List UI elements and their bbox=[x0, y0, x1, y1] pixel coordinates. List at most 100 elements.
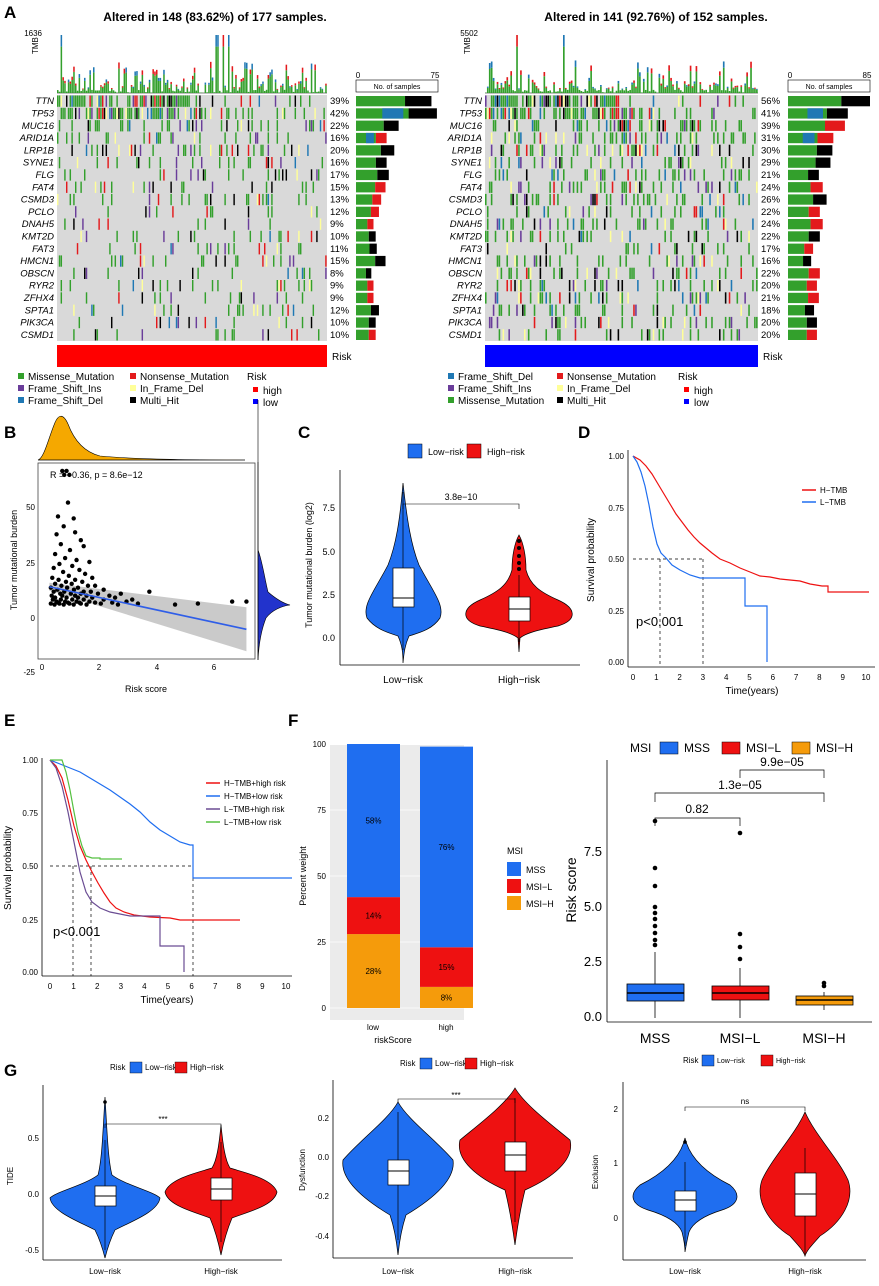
mutation-cell bbox=[518, 144, 520, 156]
mutation-cell bbox=[524, 107, 526, 120]
tmb-bar-segment bbox=[719, 71, 721, 76]
mutation-cell bbox=[648, 107, 651, 120]
gene-percent: 20% bbox=[330, 145, 350, 156]
mutation-cell bbox=[670, 280, 672, 292]
tmb-bar bbox=[641, 92, 643, 93]
mutation-cell bbox=[648, 255, 651, 267]
mutation-cell bbox=[188, 316, 190, 329]
tmb-bar bbox=[175, 86, 178, 93]
mutation-cell bbox=[678, 144, 680, 156]
scatter-point bbox=[64, 468, 69, 474]
mutation-cell bbox=[514, 95, 516, 107]
tmb-bar-segment bbox=[726, 86, 729, 88]
mutation-cell bbox=[73, 218, 75, 230]
mutation-cell bbox=[525, 193, 528, 206]
mutation-cell bbox=[316, 169, 318, 181]
mutation-cell bbox=[192, 280, 194, 292]
mutation-cell bbox=[594, 280, 596, 292]
tmb-bar bbox=[226, 90, 228, 93]
mutation-cell bbox=[96, 95, 99, 107]
mutation-cell bbox=[152, 181, 154, 193]
tmb-bar-segment bbox=[732, 87, 735, 89]
mutation-cell bbox=[510, 280, 512, 292]
mutation-cell bbox=[253, 144, 255, 156]
mutation-cell bbox=[141, 267, 144, 279]
mutation-cell bbox=[625, 193, 627, 206]
sample-bar-missense bbox=[788, 157, 816, 168]
mutation-cell bbox=[691, 120, 694, 132]
tmb-bar bbox=[132, 87, 135, 93]
mutation-cell bbox=[615, 267, 618, 279]
mutation-cell bbox=[69, 169, 72, 181]
mutation-cell bbox=[689, 120, 692, 132]
tmb-bar bbox=[518, 89, 520, 93]
mutation-cell bbox=[613, 169, 616, 181]
tmb-bar-segment bbox=[691, 86, 694, 88]
violin-c-bracket bbox=[402, 503, 520, 509]
mutation-cell bbox=[298, 193, 300, 206]
mutation-cell bbox=[629, 181, 631, 193]
mutation-cell bbox=[98, 107, 100, 120]
mutation-cell bbox=[116, 95, 118, 107]
sample-bar-missense bbox=[356, 120, 384, 131]
sample-bar-missense bbox=[788, 292, 809, 304]
oncoplot-right-sample-bars bbox=[788, 96, 870, 340]
scatter-point bbox=[229, 599, 235, 604]
mutation-cell bbox=[71, 144, 73, 156]
panel-label-a: A bbox=[4, 3, 16, 22]
mutation-cell bbox=[298, 144, 300, 156]
mutation-cell bbox=[75, 206, 77, 218]
tmb-bar-segment bbox=[576, 86, 579, 88]
mutation-cell bbox=[683, 193, 686, 206]
mutation-cell bbox=[220, 120, 223, 132]
violin-g1-ytick: 0.5 bbox=[28, 1134, 40, 1143]
violin-c-outliers bbox=[517, 539, 521, 571]
mutation-cell bbox=[719, 329, 721, 341]
mutation-cell bbox=[282, 304, 284, 316]
mutation-cell bbox=[258, 193, 261, 206]
mutation-cell bbox=[574, 280, 577, 292]
mutation-cell bbox=[537, 193, 540, 206]
sample-bar-other bbox=[375, 182, 386, 193]
mutation-cell bbox=[109, 107, 111, 120]
mutation-cell bbox=[181, 95, 183, 107]
mutation-cell bbox=[555, 107, 557, 120]
km-e-ylabel: Survival probability bbox=[3, 826, 14, 910]
mutation-cell bbox=[237, 255, 239, 267]
tmb-bar bbox=[93, 72, 95, 93]
violin-g3-legend-high: High−risk bbox=[776, 1058, 806, 1065]
mutation-cell bbox=[531, 144, 534, 156]
km-xtick: 7 bbox=[213, 982, 218, 991]
tmb-bar-segment bbox=[175, 84, 178, 87]
tmb-bar-segment bbox=[676, 81, 678, 84]
tmb-bar bbox=[666, 86, 669, 93]
tmb-bar bbox=[512, 90, 514, 93]
gene-percent: 15% bbox=[330, 182, 350, 193]
mutation-cell bbox=[586, 144, 588, 156]
stacked-bar-f-legend-title: MSI bbox=[507, 846, 523, 856]
sample-bar-other bbox=[810, 219, 823, 230]
mutation-cell bbox=[603, 95, 606, 107]
tmb-bar-segment bbox=[744, 83, 747, 86]
mutation-cell bbox=[730, 157, 733, 169]
mutation-cell bbox=[602, 95, 604, 107]
mutation-cell bbox=[100, 181, 102, 193]
mutation-cell bbox=[154, 304, 156, 316]
tmb-bar-segment bbox=[668, 65, 670, 71]
mutation-cell bbox=[172, 243, 174, 255]
mutation-cell bbox=[319, 120, 322, 132]
mutation-cell bbox=[504, 95, 507, 107]
mutation-cell bbox=[109, 243, 111, 255]
mutation-cell bbox=[488, 181, 491, 193]
outlier-point bbox=[652, 930, 658, 936]
tmb-bar-segment bbox=[197, 83, 199, 86]
mutation-cell bbox=[553, 169, 555, 181]
mutation-cell bbox=[89, 107, 91, 120]
mutation-cell bbox=[121, 304, 124, 316]
matrix-background bbox=[57, 95, 327, 341]
mutation-cell bbox=[719, 181, 721, 193]
mutation-cell bbox=[64, 169, 66, 181]
tmb-bar bbox=[506, 80, 509, 93]
mutation-cell bbox=[730, 169, 733, 181]
tmb-bar bbox=[139, 83, 142, 93]
